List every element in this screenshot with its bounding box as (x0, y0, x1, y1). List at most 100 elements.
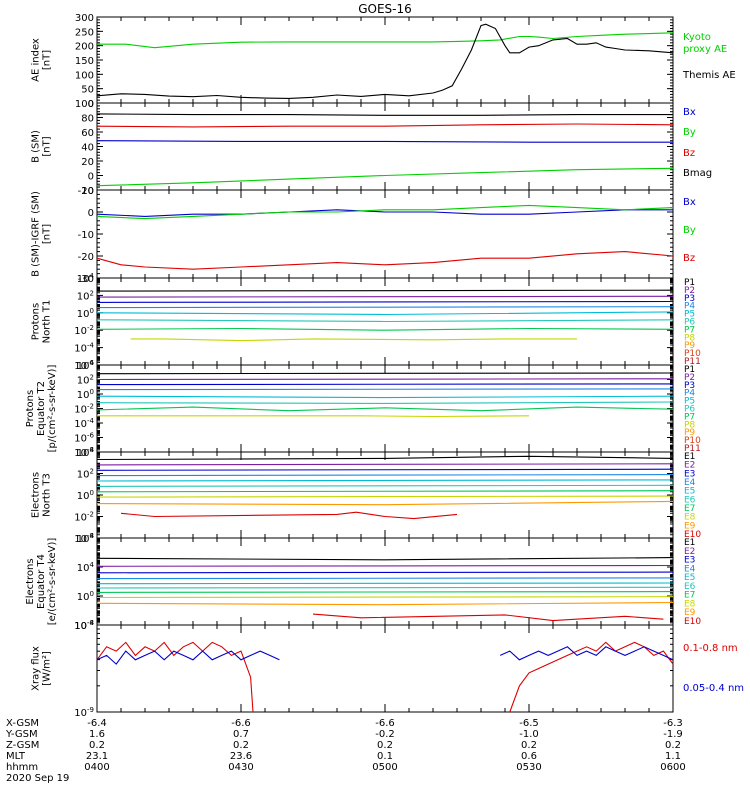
legend-label: P8 (684, 333, 695, 343)
y-axis-label: B (SM)-IGRF (SM) (31, 191, 42, 277)
y-tick-label: 150 (75, 56, 94, 67)
legend-label: E3 (684, 469, 695, 479)
legend-label: P5 (684, 310, 695, 320)
y-tick-label: -20 (78, 186, 94, 197)
legend-label: P3 (684, 381, 695, 391)
y-axis-label: Electrons (31, 472, 42, 518)
panel-frame (96, 624, 674, 713)
y-tick-label: 60 (81, 128, 94, 139)
legend-label: E1 (684, 538, 695, 548)
plot-title: GOES-16 (358, 2, 412, 16)
y-tick-label: 300 (75, 13, 94, 24)
legend-label: P7 (684, 325, 695, 335)
y-tick-label: 102 (77, 289, 94, 302)
legend-label: Kyoto (683, 32, 711, 43)
y-tick-label: 102 (77, 374, 94, 387)
orbit-value: -6.4 (87, 718, 107, 729)
orbit-value: 0.6 (521, 751, 537, 762)
orbit-value: 0.2 (233, 740, 249, 751)
legend-label: E5 (684, 573, 695, 583)
legend-label: P10 (684, 436, 701, 446)
series-line-kyoto-proxy-ae (97, 32, 674, 49)
legend-label: proxy AE (683, 44, 727, 55)
orbit-row-label: hhmm (6, 762, 38, 773)
series-line-e9 (96, 601, 674, 606)
orbit-value: 0.2 (521, 740, 537, 751)
y-tick-label: 0 (88, 172, 94, 183)
y-axis-label: North T3 (42, 473, 53, 517)
orbit-value: 0.7 (233, 729, 249, 740)
y-tick-label: 40 (81, 143, 94, 154)
series-line-p4 (96, 388, 674, 391)
y-axis-label: B (SM) (31, 130, 42, 163)
y-axis-label: AE index (31, 38, 42, 82)
y-axis-label: [nT] (42, 224, 53, 244)
legend-label: P2 (684, 373, 695, 383)
orbit-value: -6.5 (519, 718, 539, 729)
orbit-table: X-GSMY-GSMZ-GSMMLThhmm-6.41.60.223.10400… (5, 718, 686, 784)
y-tick-label: 10 (81, 186, 94, 197)
legend-label: E3 (684, 556, 695, 566)
y-tick-label: 50 (81, 85, 94, 96)
y-tick-label: 10-8 (74, 619, 94, 632)
legend-label: P5 (684, 397, 695, 407)
series-line-p6 (96, 319, 674, 323)
legend-label: E2 (684, 461, 695, 471)
series-line-e9 (96, 500, 674, 506)
legend-label: P6 (684, 318, 695, 328)
series-line-e1 (96, 455, 674, 461)
orbit-value: 0430 (228, 762, 253, 773)
series-line-e4 (96, 474, 674, 477)
y-tick-label: 108 (77, 532, 94, 545)
y-tick-label: 104 (77, 359, 95, 372)
legend-label: By (683, 225, 696, 236)
series-line-e5 (96, 479, 674, 482)
panel-xray: 10-9 10-8 Xray flux [W/m²] 0.1-0.8 nm 0.05-0.… (31, 619, 745, 719)
legend-label: E9 (684, 608, 696, 618)
series-line-e4 (96, 577, 674, 580)
series-line-themis-ae (96, 23, 674, 99)
panel-ae: 0 50 100 150 200 250 300 AE index [nT] Kyotoproxy… (31, 13, 736, 110)
orbit-value: -6.6 (231, 718, 251, 729)
legend-label: E1 (684, 452, 695, 462)
orbit-value: 0600 (660, 762, 685, 773)
series-line-by (96, 167, 674, 187)
panel-frame (96, 537, 674, 626)
legend-label: P11 (684, 357, 701, 367)
orbit-row-label: X-GSM (6, 718, 39, 729)
legend-label: P7 (684, 412, 695, 422)
y-axis-label: Protons (25, 390, 36, 427)
series-line-e6 (96, 484, 674, 487)
panel-frame (96, 364, 674, 453)
legend-label: E8 (684, 599, 696, 609)
legend-label: P9 (684, 341, 695, 351)
panel-frame (96, 16, 674, 104)
orbit-value: 0.1 (377, 751, 393, 762)
y-axis-label: [p/(cm²-s-sr-keV)] (47, 365, 58, 453)
y-axis-label: Equator T4 (36, 554, 47, 609)
series-line-bmag (96, 113, 673, 116)
panel-frame (96, 102, 674, 191)
series-line-p5 (96, 311, 674, 316)
legend-label: Bz (683, 148, 695, 159)
legend-label: Themis AE (682, 70, 736, 81)
y-tick-label: 10-2 (74, 403, 94, 416)
y-tick-label: 100 (75, 70, 94, 81)
series-line-e6 (96, 586, 674, 589)
y-tick-label: 104 (77, 272, 95, 285)
legend-label: E4 (684, 478, 696, 488)
series-line-e5 (96, 582, 674, 585)
orbit-value: 0.2 (377, 740, 393, 751)
orbit-value: 0400 (84, 762, 109, 773)
legend-label: P4 (684, 302, 695, 312)
y-axis-label: Electrons (25, 558, 36, 604)
legend-label: E6 (684, 495, 696, 505)
legend-label: Bz (683, 253, 695, 264)
legend-label: E10 (684, 617, 701, 627)
y-tick-label: 10-9 (74, 706, 94, 719)
panel-electrons_equator: 10-4 100 104 108 Electrons Equator T4 [e/(cm²-… (25, 532, 701, 632)
y-tick-label: 10-2 (74, 511, 94, 524)
series-line-p8 (130, 338, 577, 342)
